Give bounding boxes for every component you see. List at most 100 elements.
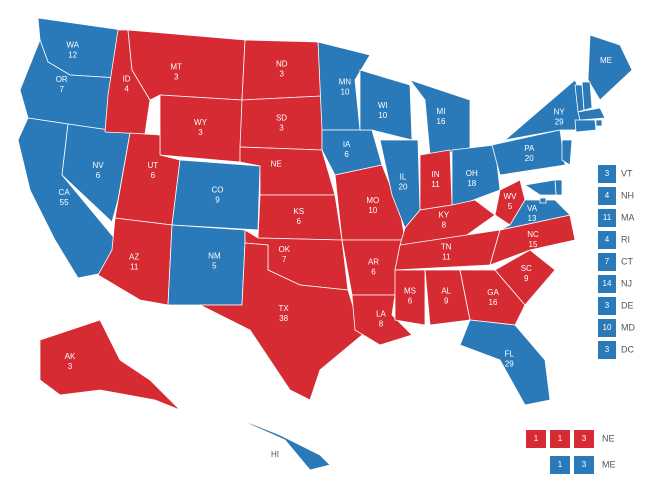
state-label: SC	[521, 264, 532, 273]
state	[239, 419, 331, 471]
vote-box	[598, 297, 616, 315]
state	[334, 164, 406, 241]
state	[595, 119, 603, 127]
box-label: NJ	[621, 278, 632, 288]
box-label: MA	[621, 212, 635, 222]
state-label: IA	[343, 140, 351, 149]
state-votes: 10	[378, 111, 387, 120]
state	[491, 129, 566, 176]
vote-box	[598, 341, 616, 359]
state-votes: 6	[96, 171, 101, 180]
state-votes: 16	[437, 117, 446, 126]
state-label: PA	[524, 144, 535, 153]
box-label: VT	[621, 168, 633, 178]
state-label: CO	[212, 185, 224, 194]
state-votes: 3	[174, 73, 179, 82]
state-votes: 29	[505, 359, 514, 368]
state-label: ND	[276, 60, 288, 69]
state-votes: 6	[344, 150, 349, 159]
box-votes: 1	[558, 460, 563, 469]
state	[317, 41, 371, 131]
state-label: NY	[554, 108, 566, 117]
state-votes: 3	[198, 128, 203, 137]
state-votes: 5	[508, 202, 513, 211]
state	[494, 179, 526, 226]
box-votes: 3	[605, 301, 610, 310]
state	[451, 144, 501, 206]
state	[494, 249, 556, 306]
vote-box	[598, 165, 616, 183]
state-label: UT	[147, 161, 158, 170]
state-votes: 6	[408, 296, 413, 305]
state-votes: 5	[212, 262, 217, 271]
state-label: LA	[376, 309, 386, 318]
state-label: AK	[65, 352, 76, 361]
state-label: WA	[66, 41, 79, 50]
state-label: MO	[366, 196, 379, 205]
state	[561, 139, 573, 166]
vote-box	[574, 456, 594, 474]
box-votes: 3	[582, 434, 587, 443]
state	[39, 319, 181, 411]
state-label: WY	[194, 118, 208, 127]
state-label: TN	[441, 243, 452, 252]
vote-box	[550, 430, 570, 448]
state-label: KY	[439, 211, 450, 220]
state-label: MI	[437, 107, 446, 116]
box-votes: 4	[605, 191, 610, 200]
state-votes: 20	[399, 183, 408, 192]
box-label: CT	[621, 256, 633, 266]
state-votes: 29	[555, 118, 564, 127]
state-votes: 11	[130, 262, 139, 271]
box-label: DE	[621, 300, 634, 310]
state	[577, 107, 606, 121]
state-label: FL	[505, 349, 515, 358]
state-label: MN	[339, 78, 352, 87]
state-label: AZ	[129, 252, 139, 261]
vote-box	[598, 209, 616, 227]
box-votes: 10	[603, 323, 612, 332]
state-label: ID	[123, 75, 131, 84]
state	[539, 197, 547, 204]
state-label: VA	[527, 204, 538, 213]
vote-box	[598, 231, 616, 249]
state-votes: 55	[60, 198, 69, 207]
state-label: WV	[504, 192, 518, 201]
state-label: HI	[271, 450, 279, 459]
vote-box	[598, 319, 616, 337]
state-votes: 12	[68, 51, 77, 60]
state	[359, 69, 413, 141]
state-votes: 16	[489, 298, 498, 307]
box-votes: 3	[605, 169, 610, 178]
state-votes: 18	[467, 179, 476, 188]
box-votes: 4	[605, 235, 610, 244]
state-votes: 3	[280, 70, 285, 79]
state-votes: 6	[371, 268, 376, 277]
state-votes: 11	[442, 253, 451, 262]
state	[581, 81, 593, 111]
state-label: IL	[400, 173, 407, 182]
state-votes: 13	[528, 214, 537, 223]
state-votes: 20	[525, 154, 534, 163]
vote-box	[598, 275, 616, 293]
vote-box	[574, 430, 594, 448]
state-label: KS	[293, 207, 304, 216]
state-votes: 38	[279, 314, 288, 323]
state-votes: 9	[444, 296, 449, 305]
state-label: MT	[170, 63, 182, 72]
vote-box	[550, 456, 570, 474]
state-label: MS	[404, 286, 416, 295]
state-votes: 6	[297, 217, 302, 226]
state	[574, 119, 597, 133]
box-votes: 7	[605, 257, 610, 266]
state	[523, 179, 557, 196]
box-label: ME	[602, 459, 616, 469]
state-label: NC	[527, 230, 539, 239]
box-label: MD	[621, 322, 635, 332]
box-label: NH	[621, 190, 634, 200]
state-votes: 7	[59, 85, 64, 94]
state-votes: 4	[124, 85, 129, 94]
state-votes: 8	[442, 221, 447, 230]
state	[127, 29, 246, 101]
box-votes: 14	[603, 279, 612, 288]
